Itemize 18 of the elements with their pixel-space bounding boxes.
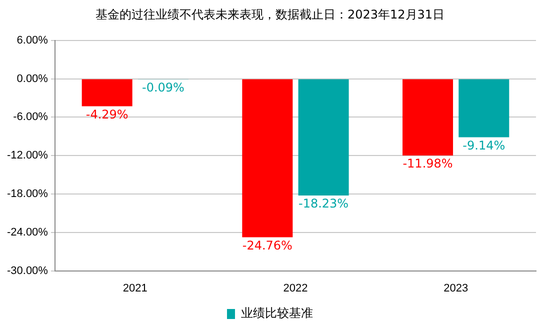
data-label: -11.98% (402, 156, 453, 171)
data-label: -0.09% (142, 80, 184, 94)
data-label: -4.29% (86, 107, 128, 122)
y-tick-label: -6.00% (13, 111, 48, 124)
legend-label: 业绩比较基准 (241, 306, 313, 320)
y-tick-label: -12.00% (6, 150, 48, 162)
x-tick-label: 2021 (122, 282, 148, 294)
data-label: -24.76% (242, 238, 292, 252)
y-tick-label: 6.00% (16, 34, 48, 46)
y-tick-label: -30.00% (6, 264, 48, 277)
data-label: -9.14% (462, 138, 506, 152)
y-tick-label: -24.00% (6, 226, 48, 238)
x-tick-label: 2023 (444, 282, 468, 294)
y-tick-label: -18.00% (6, 188, 48, 200)
chart-title: 基金的过往业绩不代表未来表现，数据截止日：2023年12月31日 (95, 7, 445, 22)
y-tick-label: 0.00% (16, 72, 48, 85)
data-label: -18.23% (298, 196, 349, 211)
x-tick-label: 2022 (283, 282, 308, 294)
